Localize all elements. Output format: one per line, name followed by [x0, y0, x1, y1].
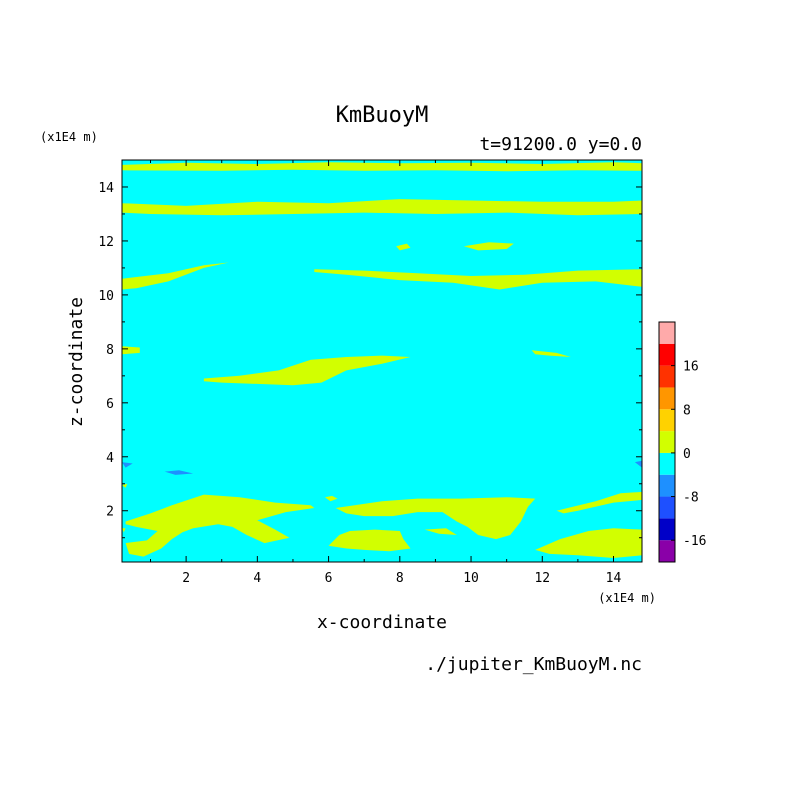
x-tick-label: 8 — [396, 571, 404, 586]
y-axis-label: z-coordinate — [66, 297, 87, 427]
colorbar-tick-label: -16 — [683, 534, 706, 549]
contour-region — [531, 350, 571, 357]
chart-title: KmBuoyM — [336, 103, 429, 128]
y-tick-label: 14 — [98, 181, 114, 196]
colorbar-frame — [658, 321, 676, 563]
colorbar-tick-label: 0 — [683, 447, 691, 462]
contour-region — [122, 483, 128, 488]
contour-region — [122, 462, 133, 468]
chart-subtitle: t=91200.0 y=0.0 — [479, 134, 642, 155]
contour-region — [396, 243, 411, 251]
x-tick-label: 14 — [606, 571, 622, 586]
colorbar — [658, 321, 676, 563]
plot-area — [121, 159, 643, 563]
contour-regions — [122, 162, 642, 558]
colorbar-swatch — [659, 409, 675, 432]
contour-region — [424, 528, 457, 535]
colorbar-tick-label: 8 — [683, 403, 691, 418]
x-tick-label: 2 — [182, 571, 190, 586]
colorbar-swatch — [659, 452, 675, 475]
colorbar-swatch — [659, 496, 675, 519]
y-axis-ticks: 2 4 6 8 10 12 14 — [98, 159, 642, 539]
contour-region — [328, 529, 411, 552]
contour-region — [122, 199, 642, 216]
y-tick-label: 2 — [106, 505, 114, 520]
contour-region — [556, 491, 642, 514]
colorbar-tick-labels: 16 8 0 -8 -16 — [671, 360, 706, 549]
y-axis-unit: (x1E4 m) — [40, 130, 98, 144]
contour-region — [122, 346, 140, 355]
contour-region — [122, 162, 642, 172]
contour-region — [314, 269, 642, 290]
y-tick-label: 6 — [106, 397, 114, 412]
colorbar-tick-label: -8 — [683, 491, 699, 506]
colorbar-swatch — [659, 518, 675, 541]
contour-region — [634, 460, 642, 468]
contour-region — [335, 497, 536, 540]
contour-region — [325, 495, 338, 502]
colorbar-swatch — [659, 322, 675, 344]
x-tick-label: 4 — [253, 571, 261, 586]
x-tick-label: 6 — [325, 571, 333, 586]
contour-region — [164, 470, 194, 475]
contour-region — [122, 528, 126, 533]
colorbar-swatch — [659, 540, 675, 562]
x-tick-label: 12 — [534, 571, 550, 586]
colorbar-swatch — [659, 387, 675, 410]
contour-region — [463, 242, 514, 251]
x-axis-ticks: 2 4 6 8 10 12 14 — [149, 160, 622, 586]
colorbar-swatch — [659, 343, 675, 366]
contour-region — [125, 494, 315, 557]
y-tick-label: 4 — [106, 451, 114, 466]
x-axis-label: x-coordinate — [317, 612, 447, 633]
x-axis-unit: (x1E4 m) — [598, 591, 656, 605]
contour-region — [203, 355, 411, 386]
plot-frame — [121, 159, 643, 563]
colorbar-swatch — [659, 474, 675, 497]
colorbar-swatch — [659, 365, 675, 388]
y-tick-label: 12 — [98, 235, 114, 250]
contour-region — [535, 528, 642, 558]
x-tick-label: 10 — [463, 571, 479, 586]
colorbar-tick-label: 16 — [683, 360, 699, 375]
source-file-label: ./jupiter_KmBuoyM.nc — [425, 654, 642, 675]
colorbar-swatch — [659, 431, 675, 453]
y-tick-label: 10 — [98, 289, 114, 304]
y-tick-label: 8 — [106, 343, 114, 358]
contour-region — [122, 262, 229, 290]
